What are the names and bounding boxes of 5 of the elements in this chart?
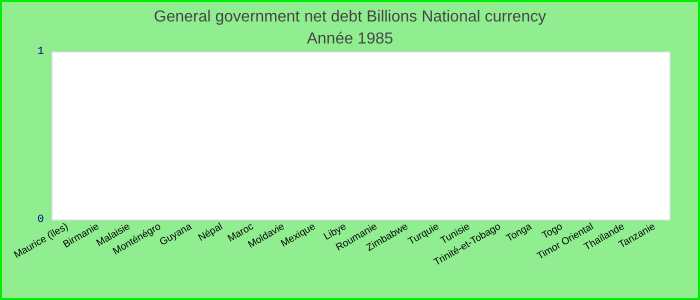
y-tick-label: 1 <box>37 46 44 58</box>
x-tick-label: Tonga <box>504 221 534 244</box>
y-tick-label: 0 <box>37 214 44 226</box>
chart-title: General government net debt Billions National currency <box>154 8 546 26</box>
chart-subtitle: Année 1985 <box>306 30 394 48</box>
